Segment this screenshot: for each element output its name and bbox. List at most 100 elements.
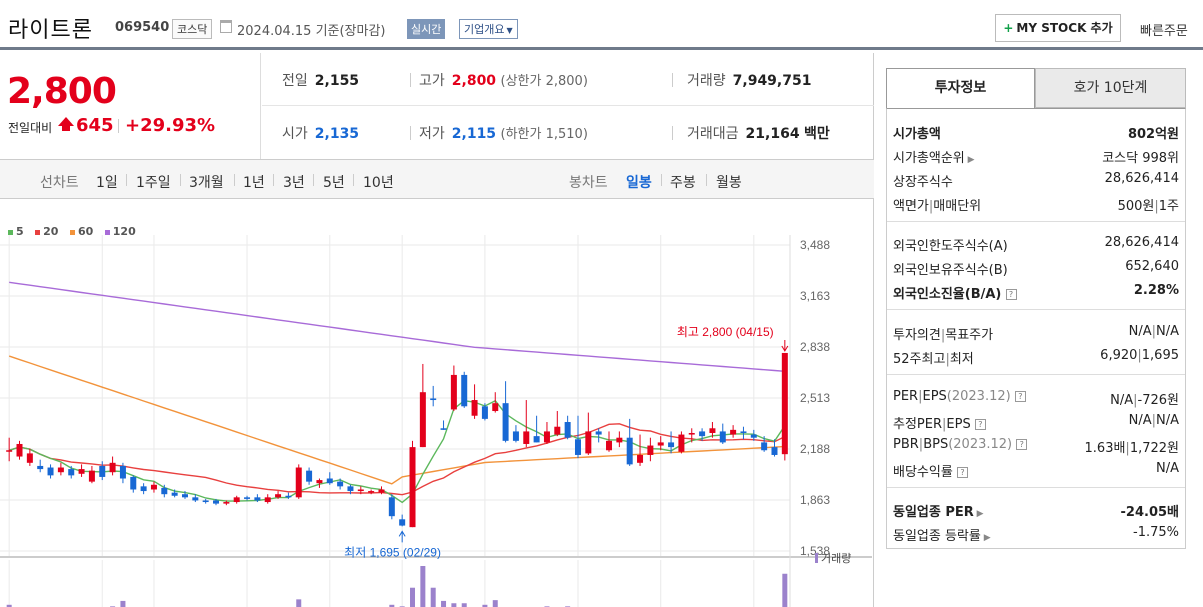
tab-invest-info[interactable]: 투자정보 xyxy=(886,68,1035,108)
period-3y[interactable]: 3년 xyxy=(283,175,305,191)
candle-body xyxy=(430,398,437,401)
candle-body xyxy=(47,467,54,476)
candle-body xyxy=(450,374,457,410)
sector-rate-row[interactable]: 동일업종 등락률 ▶ -1.75% xyxy=(893,525,1179,544)
week52-row: 52주최고|최저 6,920|1,695 xyxy=(893,348,1179,367)
candle-body xyxy=(161,487,168,495)
ma-legend: 5 20 60 120 xyxy=(8,225,144,238)
candle-body xyxy=(606,440,613,451)
y-tick-label: 3,488 xyxy=(800,238,830,252)
candle-body xyxy=(461,374,468,407)
divider xyxy=(410,73,411,87)
candle-body xyxy=(523,431,530,444)
candle-body xyxy=(668,442,675,448)
ma5-line xyxy=(8,399,786,504)
volume-bar xyxy=(482,604,488,607)
candle-body xyxy=(399,519,406,526)
candle-body xyxy=(326,478,333,484)
candle-body xyxy=(150,484,157,490)
legend-ma5: 5 xyxy=(8,225,24,238)
help-icon[interactable]: ? xyxy=(956,467,968,478)
candle-body xyxy=(109,462,116,473)
face-value-row: 액면가|매매단위 500원|1주 xyxy=(893,199,1179,214)
candle-weekly[interactable]: 주봉 xyxy=(670,175,696,191)
volume-bar xyxy=(296,599,302,607)
company-overview-dropdown[interactable]: 기업개요 ▼ xyxy=(459,19,518,39)
help-icon[interactable]: ? xyxy=(1016,439,1028,450)
candle-body xyxy=(357,489,364,492)
candle-body xyxy=(471,400,478,416)
stock-name: 라이트론 xyxy=(8,18,93,43)
candle-daily[interactable]: 일봉 xyxy=(626,175,652,191)
period-5y[interactable]: 5년 xyxy=(323,175,345,191)
realtime-button[interactable]: 실시간 xyxy=(407,19,446,39)
market-cap-rank-row[interactable]: 시가총액순위 ▶ 코스닥 998위 xyxy=(893,151,1179,166)
candle-body xyxy=(409,447,416,528)
candle-body xyxy=(781,352,788,455)
candle-body xyxy=(57,467,64,473)
candle-body xyxy=(119,465,126,479)
y-tick-label: 1,538 xyxy=(800,544,830,558)
volume-swatch xyxy=(815,553,818,563)
chevron-right-icon: ▶ xyxy=(980,533,991,543)
ma20-swatch xyxy=(35,229,41,235)
volume-bar xyxy=(120,600,126,607)
candle-body xyxy=(16,443,23,457)
quick-order-link[interactable]: 빠른주문 xyxy=(1140,24,1188,39)
divider xyxy=(126,174,127,186)
my-stock-add-button[interactable]: + MY STOCK 추가 xyxy=(995,14,1121,42)
my-stock-label: MY STOCK 추가 xyxy=(1016,21,1113,35)
period-1w[interactable]: 1주일 xyxy=(136,175,171,191)
candle-body xyxy=(574,439,581,455)
candle-body xyxy=(481,406,488,419)
period-1y[interactable]: 1년 xyxy=(243,175,265,191)
volume-bar xyxy=(461,603,467,607)
candle-body xyxy=(740,431,747,433)
open-price: 시가 2,135 xyxy=(282,126,360,142)
current-price: 2,800 xyxy=(7,71,117,112)
volume-bar xyxy=(441,600,447,607)
y-tick-label: 2,513 xyxy=(800,391,830,405)
divider xyxy=(273,174,274,186)
period-1d[interactable]: 1일 xyxy=(96,175,118,191)
candle-body xyxy=(657,442,664,446)
up-arrow-stem xyxy=(62,126,70,131)
candle-body xyxy=(709,428,716,433)
candle-body xyxy=(554,426,561,435)
low-annotation: 최저 1,695 (02/29) xyxy=(344,545,441,559)
candle-body xyxy=(699,431,706,437)
prev-close: 전일 2,155 xyxy=(282,73,360,89)
calendar-icon xyxy=(220,20,232,33)
help-icon[interactable]: ? xyxy=(1014,391,1026,402)
volume-bar xyxy=(389,604,395,607)
tab-orderbook[interactable]: 호가 10단계 xyxy=(1035,68,1186,108)
candle-body xyxy=(223,502,230,504)
candle-body xyxy=(771,447,778,455)
candle-body xyxy=(130,476,137,490)
divider xyxy=(887,487,1185,488)
sector-per-row[interactable]: 동일업종 PER ▶ -24.05배 xyxy=(893,505,1179,520)
period-10y[interactable]: 10년 xyxy=(363,175,394,191)
volume-bar xyxy=(451,603,457,607)
candle-body xyxy=(26,453,33,463)
candle-body xyxy=(678,434,685,452)
price-box: 2,800 전일대비 645 +29.93% xyxy=(0,53,261,159)
plus-icon: + xyxy=(1003,21,1014,35)
candle-body xyxy=(368,491,375,493)
help-icon[interactable]: ? xyxy=(1005,289,1017,300)
ma120-line xyxy=(9,281,785,372)
base-date: 2024.04.15 기준(장마감) xyxy=(237,24,386,39)
candle-body xyxy=(68,469,75,476)
period-3m[interactable]: 3개월 xyxy=(189,175,224,191)
ma60-line xyxy=(8,355,785,485)
invest-info-table: 시가총액 802억원 시가총액순위 ▶ 코스닥 998위 상장주식수 28,626,4… xyxy=(886,108,1186,549)
chevron-right-icon: ▶ xyxy=(964,155,975,165)
candle-monthly[interactable]: 월봉 xyxy=(716,175,742,191)
candle-body xyxy=(512,431,519,441)
foreign-holding-row: 외국인보유주식수(B) 652,640 xyxy=(893,259,1179,278)
price-change-pct: +29.93% xyxy=(125,115,216,136)
legend-ma20: 20 xyxy=(35,225,58,238)
candle-body xyxy=(492,403,499,412)
help-icon[interactable]: ? xyxy=(974,419,986,430)
price-chart[interactable]: 3,488 3,163 2,838 2,513 2,188 1,863 1,538 최고 2,… xyxy=(0,235,873,607)
